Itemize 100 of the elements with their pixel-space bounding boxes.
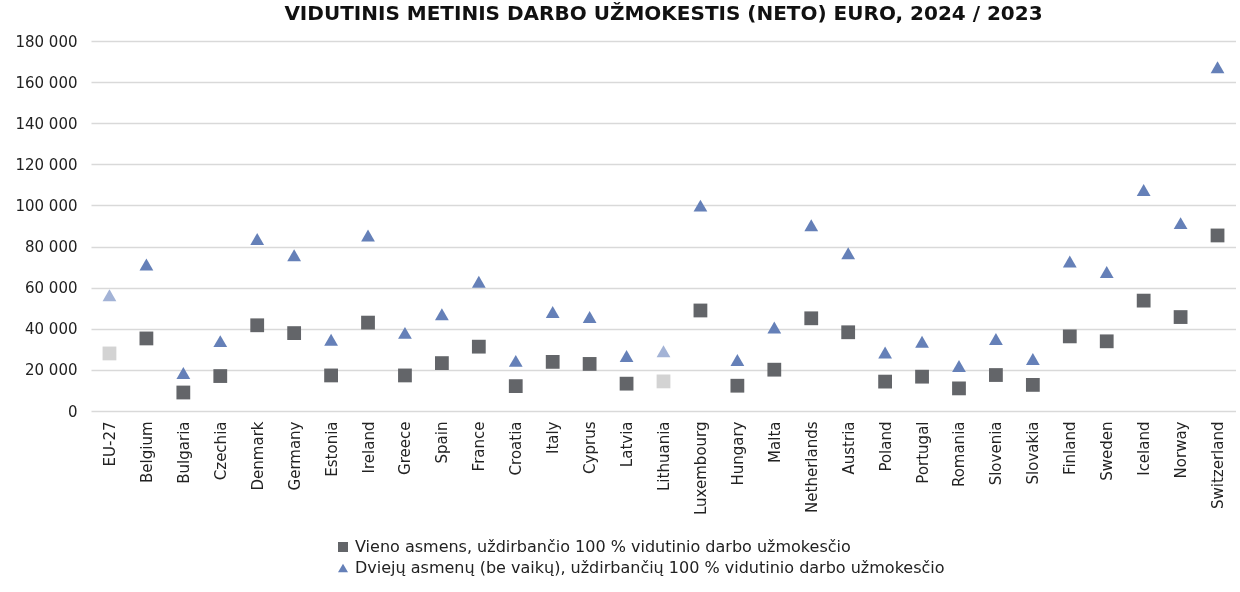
point bbox=[324, 368, 338, 383]
point bbox=[767, 321, 782, 334]
point bbox=[398, 326, 412, 339]
point bbox=[213, 369, 228, 383]
point bbox=[989, 333, 1003, 346]
point bbox=[841, 247, 856, 260]
x-tick-label: Sweden bbox=[1098, 421, 1117, 481]
point bbox=[176, 385, 191, 400]
y-tick-label: 140 000 bbox=[15, 114, 78, 133]
x-tick-label: Hungary bbox=[728, 421, 747, 486]
chart-title: VIDUTINIS METINIS DARBO UŽMOKESTIS (NETO) EURO, 2024 / 2023 bbox=[284, 1, 1043, 25]
x-tick-label: Finland bbox=[1061, 421, 1080, 476]
y-tick-label: 160 000 bbox=[15, 73, 78, 92]
point bbox=[1173, 217, 1188, 230]
point bbox=[287, 326, 302, 340]
x-tick-label: Slovakia bbox=[1024, 421, 1043, 485]
point bbox=[176, 367, 191, 379]
point bbox=[139, 258, 154, 271]
point bbox=[1099, 334, 1114, 349]
x-tick-label: Czechia bbox=[211, 421, 230, 481]
point bbox=[767, 362, 782, 377]
point bbox=[435, 308, 449, 321]
point bbox=[989, 368, 1003, 382]
x-tick-label: Italy bbox=[544, 421, 563, 455]
point bbox=[471, 339, 486, 354]
point bbox=[545, 305, 560, 318]
point bbox=[1025, 353, 1040, 365]
point bbox=[1062, 255, 1077, 268]
legend-label: Vieno asmens, uždirbančio 100 % vidutinio darbo užmokesčio bbox=[355, 537, 851, 556]
point bbox=[730, 378, 745, 393]
point bbox=[656, 345, 671, 358]
x-tick-label: Latvia bbox=[618, 421, 637, 468]
point bbox=[1136, 293, 1151, 308]
point bbox=[1099, 266, 1114, 279]
point bbox=[693, 199, 708, 212]
y-tick-label: 180 000 bbox=[15, 32, 78, 51]
x-tick-label: Malta bbox=[765, 421, 784, 463]
x-tick-label: Luxembourg bbox=[691, 421, 710, 515]
point bbox=[582, 311, 597, 324]
legend-label: Dviejų asmenų (be vaikų), uždirbančių 100 % vidutinio darbo užmokesčio bbox=[355, 558, 945, 577]
point bbox=[1025, 378, 1040, 392]
x-tick-label: Greece bbox=[396, 421, 415, 475]
point bbox=[508, 354, 523, 367]
point bbox=[804, 219, 819, 232]
point bbox=[730, 354, 745, 366]
x-tick-label: Denmark bbox=[248, 421, 267, 491]
x-tick-label: EU-27 bbox=[100, 421, 119, 467]
x-tick-label: France bbox=[470, 421, 489, 472]
y-tick-label: 80 000 bbox=[25, 238, 78, 257]
x-tick-label: Belgium bbox=[137, 421, 156, 483]
point bbox=[324, 333, 338, 346]
y-tick-label: 100 000 bbox=[15, 196, 78, 215]
x-tick-label: Poland bbox=[876, 421, 895, 472]
x-tick-label: Ireland bbox=[359, 421, 378, 474]
x-tick-label: Romania bbox=[950, 421, 969, 488]
x-tick-label: Bulgaria bbox=[174, 421, 193, 484]
point bbox=[361, 315, 375, 330]
x-tick-label: Spain bbox=[433, 421, 452, 464]
point bbox=[508, 379, 523, 394]
point bbox=[878, 374, 892, 389]
point bbox=[435, 356, 449, 370]
point bbox=[619, 349, 634, 362]
point bbox=[915, 369, 929, 384]
x-tick-label: Netherlands bbox=[802, 421, 821, 513]
point bbox=[1173, 310, 1188, 324]
point bbox=[878, 346, 892, 359]
x-tick-label: Iceland bbox=[1135, 421, 1154, 476]
point bbox=[582, 357, 597, 371]
point bbox=[619, 376, 634, 391]
x-tick-label: Estonia bbox=[322, 421, 341, 477]
x-tick-label: Austria bbox=[839, 421, 858, 475]
x-tick-label: Portugal bbox=[913, 421, 932, 484]
y-tick-label: 60 000 bbox=[25, 279, 78, 298]
x-tick-label: Slovenia bbox=[987, 421, 1006, 486]
point bbox=[250, 232, 265, 245]
x-tick-label: Switzerland bbox=[1209, 421, 1228, 509]
point bbox=[841, 325, 856, 340]
point bbox=[1210, 61, 1225, 74]
point bbox=[250, 318, 265, 333]
point bbox=[361, 229, 375, 242]
x-tick-label: Norway bbox=[1172, 421, 1191, 479]
point bbox=[804, 311, 819, 326]
y-tick-label: 40 000 bbox=[25, 320, 78, 339]
x-tick-label: Germany bbox=[285, 421, 304, 491]
y-tick-label: 120 000 bbox=[15, 155, 78, 174]
x-tick-label: Croatia bbox=[507, 421, 526, 476]
point bbox=[1062, 329, 1077, 344]
x-tick-label: Lithuania bbox=[655, 421, 673, 491]
point bbox=[213, 335, 228, 348]
point bbox=[287, 249, 302, 262]
point bbox=[952, 381, 966, 396]
point bbox=[1136, 184, 1151, 196]
y-tick-label: 20 000 bbox=[25, 361, 78, 380]
y-tick-label: 0 bbox=[67, 402, 78, 421]
point bbox=[471, 275, 486, 288]
point bbox=[398, 368, 412, 383]
point bbox=[102, 289, 117, 302]
point bbox=[545, 354, 560, 369]
point bbox=[952, 360, 966, 372]
point bbox=[915, 335, 929, 348]
